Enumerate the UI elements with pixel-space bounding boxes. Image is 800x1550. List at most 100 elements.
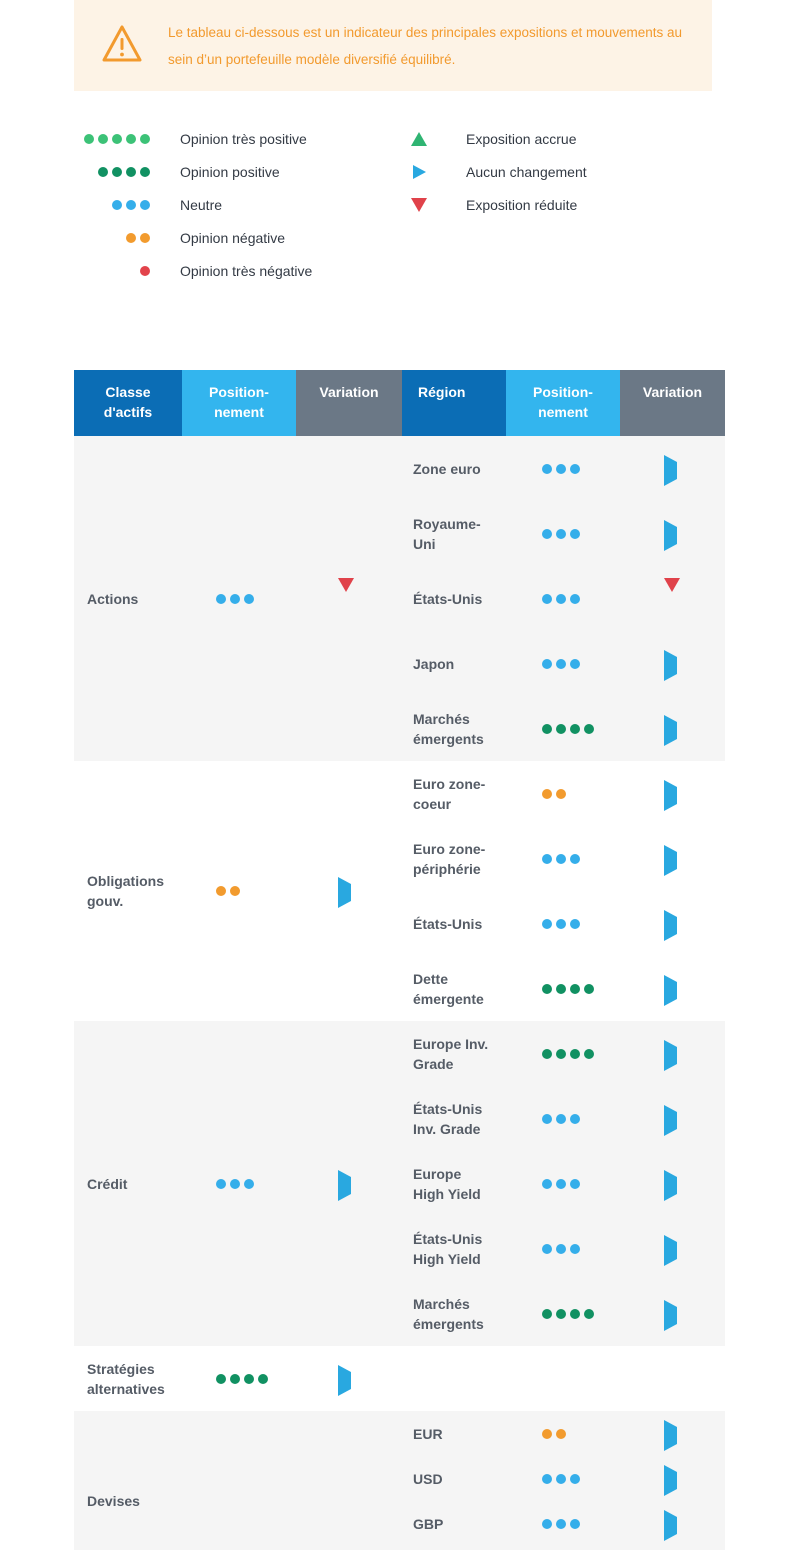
dot-icon bbox=[556, 1243, 566, 1254]
opinion-dots bbox=[126, 233, 150, 243]
dot-icon bbox=[570, 593, 580, 604]
triangle-down-icon bbox=[411, 198, 427, 212]
table-row: Royaume- Uni bbox=[74, 501, 725, 566]
asset-group: Crédit Europe Inv. Grade États-Unis Inv. Gra… bbox=[74, 1021, 725, 1346]
region-label: Marchés émergents bbox=[413, 1295, 484, 1332]
dot-icon bbox=[98, 134, 108, 144]
asset-class-label: Actions bbox=[87, 590, 139, 607]
dot-icon bbox=[570, 463, 580, 474]
table-row: Marchés émergents bbox=[74, 1281, 725, 1346]
legend-opinion-item: Opinion très négative bbox=[74, 259, 312, 283]
dot-icon bbox=[556, 723, 566, 734]
legend-label: Opinion négative bbox=[180, 230, 286, 246]
opinion-dots bbox=[84, 134, 150, 144]
dot-icon bbox=[556, 1518, 566, 1529]
opinion-dots bbox=[542, 1113, 580, 1124]
opinion-dots bbox=[542, 853, 580, 864]
dot-icon bbox=[570, 1308, 580, 1319]
opinion-dots bbox=[542, 1428, 566, 1439]
dot-icon bbox=[230, 1178, 240, 1189]
dot-icon bbox=[140, 167, 150, 177]
header-position: Position-nement bbox=[182, 370, 296, 436]
dot-icon bbox=[570, 528, 580, 539]
dot-icon bbox=[556, 983, 566, 994]
region-label: Royaume- Uni bbox=[413, 515, 481, 552]
triangle-right-icon bbox=[664, 1169, 677, 1201]
table-row: Euro zone-périphérie bbox=[74, 826, 725, 891]
dot-icon bbox=[570, 1473, 580, 1484]
warning-icon bbox=[102, 25, 142, 62]
triangle-right-icon bbox=[664, 519, 677, 551]
legend-label: Opinion très positive bbox=[180, 131, 307, 147]
dot-icon bbox=[584, 1048, 594, 1059]
legend-label: Exposition réduite bbox=[466, 197, 578, 213]
opinion-dots bbox=[542, 1048, 594, 1059]
table-row: États-Unis bbox=[74, 566, 725, 631]
dot-icon bbox=[542, 853, 552, 864]
dot-icon bbox=[542, 918, 552, 929]
asset-class-label: Stratégies alternatives bbox=[87, 1360, 165, 1397]
opinion-dots bbox=[542, 788, 566, 799]
region-label: Euro zone-coeur bbox=[413, 775, 486, 812]
triangle-right-icon bbox=[664, 1419, 677, 1451]
dot-icon bbox=[542, 1048, 552, 1059]
dot-icon bbox=[230, 593, 240, 604]
dot-icon bbox=[556, 918, 566, 929]
opinion-dots bbox=[216, 1178, 254, 1189]
dot-icon bbox=[570, 1113, 580, 1124]
dot-icon bbox=[216, 1373, 226, 1384]
dot-icon bbox=[542, 658, 552, 669]
dot-icon bbox=[556, 1308, 566, 1319]
opinion-dots bbox=[216, 593, 254, 604]
dot-icon bbox=[542, 1113, 552, 1124]
table-row: Europe Inv. Grade bbox=[74, 1021, 725, 1086]
triangle-up-icon bbox=[411, 132, 427, 146]
dot-icon bbox=[556, 1048, 566, 1059]
opinion-dots bbox=[542, 658, 580, 669]
opinion-dots bbox=[542, 1473, 580, 1484]
opinion-dots bbox=[98, 167, 150, 177]
dot-icon bbox=[542, 593, 552, 604]
region-label: GBP bbox=[413, 1515, 444, 1532]
dot-icon bbox=[216, 593, 226, 604]
dot-icon bbox=[556, 1473, 566, 1484]
asset-group: Actions Zone euro Royaume- Uni États-Unis Jap… bbox=[74, 436, 725, 761]
dot-icon bbox=[556, 1428, 566, 1439]
dot-icon bbox=[542, 1428, 552, 1439]
table-row: GBP bbox=[74, 1501, 725, 1546]
dot-icon bbox=[570, 1518, 580, 1529]
dot-icon bbox=[542, 983, 552, 994]
opinion-dots bbox=[542, 528, 580, 539]
dot-icon bbox=[216, 1178, 226, 1189]
region-label: Europe High Yield bbox=[413, 1165, 481, 1202]
header-asset-class: Classe d'actifs bbox=[74, 370, 182, 436]
dot-icon bbox=[556, 853, 566, 864]
dot-icon bbox=[542, 1473, 552, 1484]
table-row: États-Unis High Yield bbox=[74, 1216, 725, 1281]
dot-icon bbox=[570, 658, 580, 669]
legend-label: Exposition accrue bbox=[466, 131, 577, 147]
dot-icon bbox=[542, 1243, 552, 1254]
dot-icon bbox=[570, 723, 580, 734]
dot-icon bbox=[258, 1373, 268, 1384]
legend-opinion-item: Opinion très positive bbox=[74, 127, 307, 151]
legend-label: Aucun changement bbox=[466, 164, 587, 180]
dot-icon bbox=[556, 593, 566, 604]
table-row: États-Unis Inv. Grade bbox=[74, 1086, 725, 1151]
legend-label: Opinion positive bbox=[180, 164, 280, 180]
dot-icon bbox=[216, 886, 226, 896]
dot-icon bbox=[542, 1308, 552, 1319]
legend-variation-item: Exposition réduite bbox=[404, 193, 577, 217]
table-row: Marchés émergents bbox=[74, 696, 725, 761]
dot-icon bbox=[140, 200, 150, 210]
triangle-right-icon bbox=[664, 909, 677, 941]
legend-label: Neutre bbox=[180, 197, 223, 213]
asset-group: Devises EUR USD GBP JPY bbox=[74, 1411, 725, 1550]
opinion-dots bbox=[542, 593, 580, 604]
table-row: Euro zone-coeur bbox=[74, 761, 725, 826]
legend-opinion-item: Opinion négative bbox=[74, 226, 285, 250]
dot-icon bbox=[126, 167, 136, 177]
table-header: Classe d'actifs Position-nement Variation… bbox=[74, 370, 725, 436]
region-label: Marchés émergents bbox=[413, 710, 484, 747]
dot-icon bbox=[570, 983, 580, 994]
